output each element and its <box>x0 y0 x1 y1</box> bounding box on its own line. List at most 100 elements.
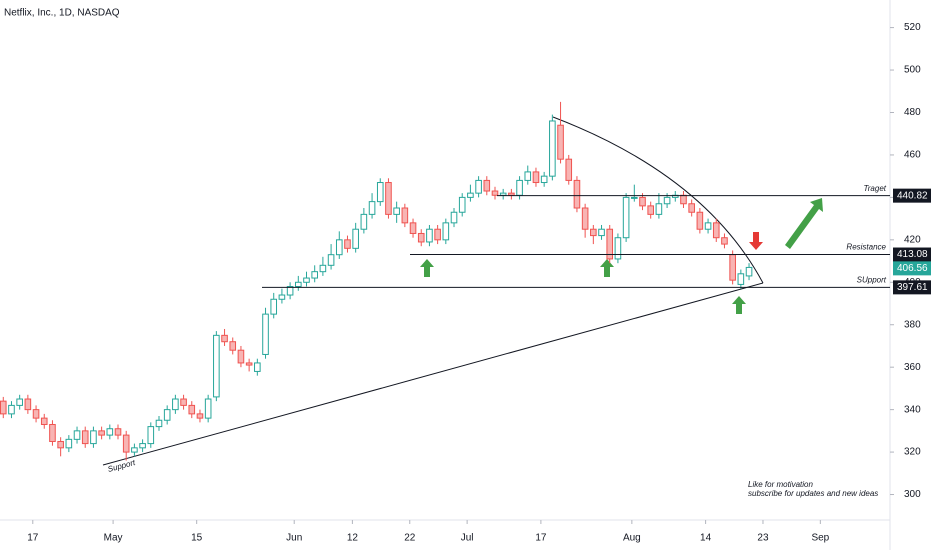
candle-body <box>483 179 491 192</box>
candle-body <box>631 196 638 199</box>
level-label: SUpport <box>857 275 887 284</box>
candle-body <box>163 409 171 421</box>
x-tick-label: 15 <box>191 533 203 544</box>
candle-body <box>180 398 187 406</box>
x-tick-label: 17 <box>27 533 39 544</box>
candle-body <box>295 281 302 288</box>
candle-body <box>467 192 474 198</box>
y-tick-label: 480 <box>904 107 921 118</box>
candle-body <box>16 398 23 406</box>
candle-body <box>327 254 335 266</box>
candle-body <box>622 196 630 239</box>
y-tick-label: 300 <box>904 489 921 500</box>
candle-body <box>729 254 736 281</box>
candle-body <box>475 179 482 194</box>
candle-body <box>737 273 745 285</box>
candle-body <box>376 182 384 203</box>
y-tick-label: 340 <box>904 404 921 415</box>
candle-body <box>172 398 179 411</box>
x-tick-label: 12 <box>347 533 359 544</box>
candle-body <box>229 341 237 351</box>
note: Like for motivation <box>748 480 813 489</box>
candle-body <box>344 239 351 249</box>
candle-body <box>385 182 392 215</box>
candle-body <box>303 277 310 283</box>
y-tick-label: 320 <box>904 447 921 458</box>
candle-body <box>712 222 720 239</box>
x-tick-label: Jul <box>461 533 474 544</box>
candle-body <box>532 171 540 184</box>
candle-body <box>360 213 368 230</box>
candle-body <box>335 239 343 256</box>
candle-body <box>319 264 327 273</box>
candle-body <box>663 196 671 205</box>
candle-body <box>286 286 294 296</box>
candle-body <box>237 349 245 364</box>
candle-body <box>516 179 523 196</box>
candle-body <box>590 228 597 237</box>
candle-body <box>40 417 48 425</box>
level-label: Resistance <box>846 243 886 252</box>
x-tick-label: 14 <box>700 533 712 544</box>
down-arrow <box>749 232 763 250</box>
level-label: Traget <box>863 184 886 193</box>
candle-body <box>508 192 515 196</box>
chart-title: Netflix, Inc., 1D, NASDAQ <box>4 8 120 19</box>
x-tick-label: 23 <box>757 533 769 544</box>
candle-body <box>565 158 573 181</box>
candle-body <box>213 334 220 398</box>
candle-body <box>270 298 278 315</box>
candle-body <box>540 175 548 184</box>
y-tick-label: 500 <box>904 65 921 76</box>
candle-body <box>32 409 40 419</box>
y-tick-label: 360 <box>904 362 921 373</box>
candle-body <box>81 430 89 445</box>
candle-body <box>0 400 7 415</box>
candle-body <box>155 419 163 428</box>
arrows <box>420 198 823 314</box>
candle-body <box>598 228 605 237</box>
candle-body <box>73 430 81 440</box>
candle-body <box>606 228 614 260</box>
candle-body <box>417 232 425 243</box>
candle-body <box>204 398 212 419</box>
candle-body <box>188 404 196 415</box>
price-box <box>893 280 931 295</box>
price-box-label: 397.61 <box>897 282 928 293</box>
candle-body <box>614 237 622 260</box>
candle-body <box>401 207 409 224</box>
candle-body <box>221 334 228 343</box>
candle-body <box>57 440 64 449</box>
x-tick-label: May <box>104 533 123 544</box>
price-box <box>893 188 931 203</box>
candle-body <box>278 294 286 300</box>
candle-body <box>549 120 556 177</box>
up-arrow <box>600 259 614 277</box>
up-arrow <box>732 296 746 314</box>
candle-body <box>65 438 73 449</box>
candle-body <box>450 211 458 224</box>
candle-body <box>393 207 400 215</box>
up-arrow <box>420 259 434 277</box>
candle-body <box>131 447 138 453</box>
candle-body <box>557 124 564 160</box>
last-price-label: 406.56 <box>897 263 928 274</box>
candle-body <box>573 179 581 209</box>
candle-body <box>680 194 687 205</box>
candle-body <box>24 398 32 411</box>
y-tick-label: 520 <box>904 22 921 33</box>
candle-body <box>245 362 253 366</box>
candle-body <box>745 266 753 277</box>
candle-body <box>442 222 450 241</box>
note: subscribe for updates and new ideas <box>748 489 878 498</box>
candle-body <box>368 201 376 215</box>
candle-body <box>8 404 15 415</box>
candle-body <box>139 443 146 449</box>
x-tick-label: Jun <box>286 533 302 544</box>
trendline-label: Support <box>107 458 137 474</box>
candle-body <box>426 228 433 243</box>
price-box <box>893 247 931 262</box>
price-box-label: 440.82 <box>897 190 928 201</box>
candle-body <box>106 428 114 436</box>
